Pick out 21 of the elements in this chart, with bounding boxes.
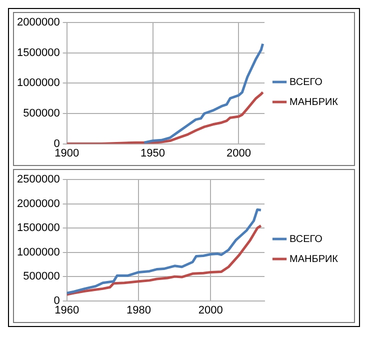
x-tick-label: 1900 xyxy=(54,147,80,160)
y-tick-label: 500000 xyxy=(23,108,60,120)
y-tick-label: 1500000 xyxy=(16,222,60,234)
x-tick-label: 1960 xyxy=(54,304,80,316)
y-tick-label: 2500000 xyxy=(16,174,60,186)
y-tick-label: 1000000 xyxy=(16,246,60,258)
y-tick-label: 0 xyxy=(54,138,60,150)
y-tick-label: 500000 xyxy=(23,270,60,283)
x-tick-label: 1980 xyxy=(126,304,151,316)
y-tick-label: 1500000 xyxy=(16,46,60,59)
x-tick-label: 1950 xyxy=(140,147,166,160)
y-tick-label: 2000000 xyxy=(16,198,60,210)
legend-label: ВСЕГО xyxy=(290,234,323,245)
legend-label: ВСЕГО xyxy=(290,76,323,88)
x-tick-label: 2000 xyxy=(226,147,251,160)
y-tick-label: 1000000 xyxy=(16,77,60,90)
y-tick-label: 0 xyxy=(54,294,60,307)
legend-label: МАНБРИК xyxy=(290,254,338,265)
y-tick-label: 2000000 xyxy=(16,16,60,29)
x-tick-label: 2000 xyxy=(198,304,223,316)
legend-label: МАНБРИК xyxy=(290,96,338,108)
